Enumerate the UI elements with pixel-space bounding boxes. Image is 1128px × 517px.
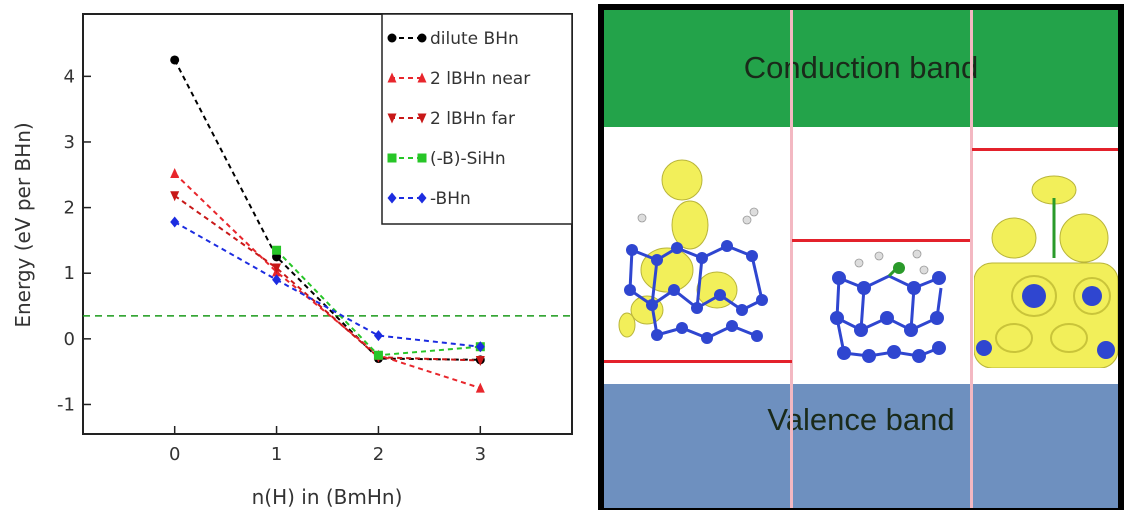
legend-marker — [387, 72, 397, 83]
legend-label: dilute BHn — [430, 29, 519, 49]
structure-image-1 — [618, 159, 768, 344]
data-point — [272, 245, 282, 255]
x-tick-label: 0 — [169, 444, 180, 465]
valence-band-label: Valence band — [767, 402, 955, 437]
data-point — [373, 330, 383, 342]
legend-marker — [387, 113, 397, 124]
y-tick-label: -1 — [57, 394, 75, 415]
column-divider-1 — [790, 10, 793, 508]
legend-box — [381, 13, 573, 225]
conduction-band-label: Conduction band — [743, 50, 979, 85]
data-point — [475, 356, 485, 366]
legend-entry: -BHn — [387, 189, 471, 209]
column-divider-2 — [970, 10, 973, 508]
legend-marker — [417, 72, 427, 83]
series-line — [174, 221, 481, 348]
data-point — [272, 274, 282, 286]
series-3 — [272, 245, 485, 360]
band-diagram: Conduction band Valence band — [598, 4, 1124, 510]
legend-marker — [417, 192, 427, 204]
legend-marker — [387, 33, 397, 43]
defect-level-2 — [792, 239, 970, 242]
data-point — [475, 341, 485, 353]
x-tick-label: 1 — [271, 444, 282, 465]
data-point — [272, 263, 282, 274]
energy-chart: 0 1 2 3 -1 0 1 2 3 4 n(H) in (BmHn) Energy (eV pe… — [11, 13, 573, 509]
defect-level-3 — [972, 148, 1118, 151]
y-axis-label: Energy (eV per BHn) — [11, 122, 35, 327]
legend-marker — [417, 33, 427, 43]
y-tick-label: 2 — [64, 198, 75, 219]
x-tick-label: 3 — [475, 444, 486, 465]
data-point — [170, 167, 180, 178]
band-diagram-inner: Conduction band Valence band — [604, 10, 1118, 508]
x-tick-label: 2 — [373, 444, 384, 465]
y-tick-label: 1 — [64, 263, 75, 284]
y-tick-label: 4 — [64, 66, 75, 87]
legend-marker — [417, 113, 427, 124]
structure-image-3 — [974, 175, 1118, 368]
legend-marker — [417, 153, 427, 163]
legend-marker — [387, 153, 397, 163]
data-point — [170, 216, 180, 228]
legend-label: -BHn — [430, 189, 471, 209]
legend-entry: 2 lBHn far — [387, 109, 515, 129]
series-line — [173, 59, 481, 361]
defect-level-1 — [604, 360, 792, 363]
structure-image-2 — [830, 249, 946, 363]
conduction-band — [604, 10, 1118, 127]
legend-entry: (-B)-SiHn — [387, 149, 506, 169]
legend-entry: 2 lBHn near — [387, 69, 530, 89]
data-point — [170, 191, 180, 202]
legend: dilute BHn 2 lBHn near 2 lBHn far (-B)-SiHn… — [381, 13, 573, 225]
series-4 — [170, 216, 485, 353]
legend-label: 2 lBHn far — [430, 109, 515, 129]
legend-marker — [387, 192, 397, 204]
valence-band — [604, 384, 1118, 508]
x-axis-label: n(H) in (BmHn) — [252, 485, 403, 509]
data-point — [475, 382, 485, 393]
legend-label: 2 lBHn near — [430, 69, 530, 89]
data-point — [170, 55, 180, 65]
legend-label: (-B)-SiHn — [430, 149, 506, 169]
y-tick-label: 3 — [64, 132, 75, 153]
series-line — [174, 194, 481, 362]
data-point — [373, 350, 383, 360]
y-tick-label: 0 — [64, 329, 75, 350]
legend-entry: dilute BHn — [387, 29, 519, 49]
